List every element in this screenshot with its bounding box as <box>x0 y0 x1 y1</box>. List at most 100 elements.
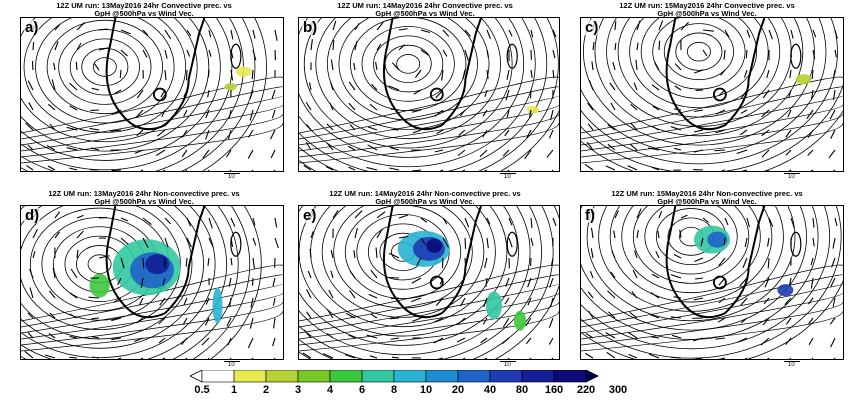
wind-vector <box>671 275 681 278</box>
wind-vector <box>209 30 211 37</box>
wind-vector <box>813 30 816 37</box>
wind-vector <box>762 170 769 171</box>
height-contour <box>687 42 710 61</box>
height-contour <box>581 284 843 333</box>
wind-vector <box>377 22 383 30</box>
colorbar-swatch <box>234 370 266 382</box>
wind-vector <box>784 358 791 359</box>
wind-vector <box>656 251 659 258</box>
wind-vector <box>458 150 465 156</box>
wind-vector <box>412 318 421 321</box>
wind-vector <box>612 251 615 258</box>
wind-vector <box>611 103 615 110</box>
height-contour <box>581 302 843 345</box>
map-panel-1: 12Z UM run: 13May2016 24hr Convective pr… <box>8 0 280 186</box>
wind-vector <box>206 130 209 139</box>
wind-vector <box>674 148 681 150</box>
wind-vector <box>70 83 77 90</box>
height-contour <box>641 18 757 98</box>
wind-vector <box>253 30 255 38</box>
precip-area <box>426 239 442 253</box>
wind-vector <box>613 62 615 70</box>
wind-vector <box>694 130 703 132</box>
wind-vector <box>273 338 275 346</box>
colorbar-label: 3 <box>295 384 301 396</box>
wind-vector <box>399 45 405 50</box>
wind-vector <box>165 70 166 80</box>
wind-vector <box>715 358 725 359</box>
wind-vector <box>29 102 33 110</box>
wind-vector <box>54 63 55 70</box>
coastline <box>791 44 801 68</box>
wind-vector <box>592 61 593 70</box>
wind-vector <box>390 318 399 319</box>
coastline <box>791 232 801 256</box>
wind-vector <box>368 127 377 130</box>
wind-vector <box>355 23 359 30</box>
wind-vector <box>391 129 399 130</box>
wind-vector <box>389 168 399 170</box>
wind-vector <box>121 238 128 244</box>
wind-vector <box>791 50 792 58</box>
map-panel-3: 12Z UM run: 15May2016 24hr Convective pr… <box>572 0 842 186</box>
wind-vector <box>551 258 553 266</box>
wind-vector <box>671 357 681 358</box>
wind-vector <box>231 30 233 39</box>
map-panel-2: 12Z UM run: 14May2016 24hr Convective pr… <box>290 0 560 186</box>
wind-vector <box>591 248 593 258</box>
wind-vector <box>355 211 362 218</box>
wind-vector <box>509 238 512 247</box>
map-canvas <box>21 206 283 359</box>
panel-label: d) <box>24 208 40 223</box>
precip-area <box>145 254 169 274</box>
wind-vector <box>460 110 465 116</box>
wind-vector <box>181 338 187 345</box>
precip-area <box>90 274 110 298</box>
colorbar-label: 10 <box>420 384 432 396</box>
precip-area <box>486 291 502 319</box>
wind-vector <box>585 164 593 170</box>
wind-vector <box>415 70 421 78</box>
wind-vector <box>120 70 121 78</box>
wind-vector <box>614 230 615 238</box>
wind-vector <box>413 130 421 133</box>
height-contour <box>350 18 466 111</box>
wind-vector <box>524 358 531 359</box>
height-contour <box>299 18 547 171</box>
wind-vector <box>355 228 357 238</box>
wind-vector <box>331 250 333 258</box>
wind-vector <box>610 83 615 90</box>
wind-vector <box>652 85 659 90</box>
wind-vector <box>32 61 33 70</box>
panel-label: c) <box>584 20 599 35</box>
height-contour <box>59 30 151 105</box>
wind-vector <box>442 258 443 268</box>
wind-vector <box>458 170 465 171</box>
wind-vector <box>370 356 377 358</box>
coastline <box>431 89 443 101</box>
wind-vector <box>695 278 703 279</box>
wind-vector <box>674 297 681 298</box>
colorbar-label: 20 <box>452 384 464 396</box>
wind-vector <box>719 298 725 303</box>
map-canvas <box>299 206 559 359</box>
wind-vector <box>367 167 377 170</box>
wind-vector <box>253 258 254 269</box>
wind-vector <box>435 150 443 152</box>
height-contour <box>397 55 420 74</box>
height-contour <box>622 206 761 293</box>
map-canvas <box>299 18 559 171</box>
wind-vector <box>607 352 615 358</box>
wind-vector <box>553 50 555 58</box>
colorbar-label: 160 <box>545 384 563 396</box>
height-contour <box>581 87 843 139</box>
wind-vector <box>833 90 835 100</box>
wind-vector <box>549 318 553 328</box>
wind-vector <box>369 294 377 298</box>
wind-vector <box>812 70 813 79</box>
colorbar-swatch <box>298 370 330 382</box>
wind-vector <box>274 318 275 328</box>
colorbar-swatch <box>490 370 522 382</box>
wind-vector <box>436 298 443 306</box>
height-contour <box>299 206 542 359</box>
